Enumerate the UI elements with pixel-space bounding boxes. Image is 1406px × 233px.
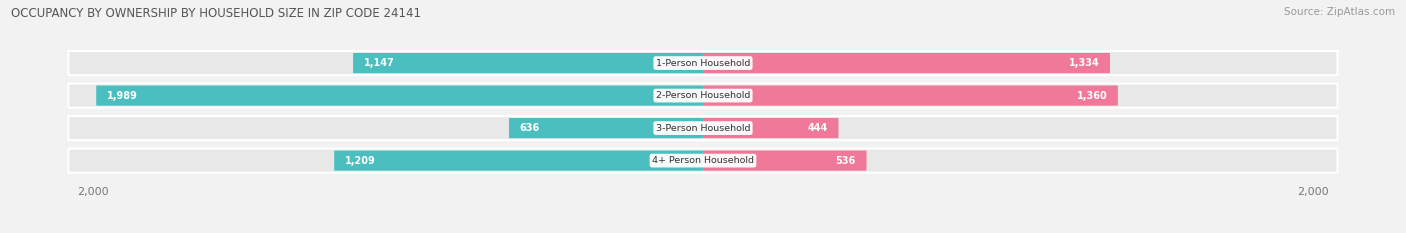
Text: 1,989: 1,989 bbox=[107, 91, 138, 101]
Text: 1,147: 1,147 bbox=[364, 58, 395, 68]
FancyBboxPatch shape bbox=[69, 84, 1337, 108]
FancyBboxPatch shape bbox=[703, 86, 1118, 106]
Text: 4+ Person Household: 4+ Person Household bbox=[652, 156, 754, 165]
Text: 536: 536 bbox=[835, 156, 856, 166]
Text: Source: ZipAtlas.com: Source: ZipAtlas.com bbox=[1284, 7, 1395, 17]
FancyBboxPatch shape bbox=[96, 86, 703, 106]
Text: 1,209: 1,209 bbox=[344, 156, 375, 166]
Text: OCCUPANCY BY OWNERSHIP BY HOUSEHOLD SIZE IN ZIP CODE 24141: OCCUPANCY BY OWNERSHIP BY HOUSEHOLD SIZE… bbox=[11, 7, 422, 20]
Text: 2-Person Household: 2-Person Household bbox=[655, 91, 751, 100]
FancyBboxPatch shape bbox=[335, 151, 703, 171]
FancyBboxPatch shape bbox=[509, 118, 703, 138]
FancyBboxPatch shape bbox=[69, 149, 1337, 173]
FancyBboxPatch shape bbox=[703, 151, 866, 171]
FancyBboxPatch shape bbox=[353, 53, 703, 73]
Text: 1,360: 1,360 bbox=[1077, 91, 1108, 101]
Text: 636: 636 bbox=[520, 123, 540, 133]
FancyBboxPatch shape bbox=[69, 116, 1337, 140]
FancyBboxPatch shape bbox=[703, 118, 838, 138]
Text: 1-Person Household: 1-Person Household bbox=[655, 58, 751, 68]
Text: 444: 444 bbox=[807, 123, 828, 133]
FancyBboxPatch shape bbox=[69, 51, 1337, 75]
FancyBboxPatch shape bbox=[703, 53, 1109, 73]
Text: 1,334: 1,334 bbox=[1069, 58, 1099, 68]
Text: 3-Person Household: 3-Person Household bbox=[655, 123, 751, 133]
